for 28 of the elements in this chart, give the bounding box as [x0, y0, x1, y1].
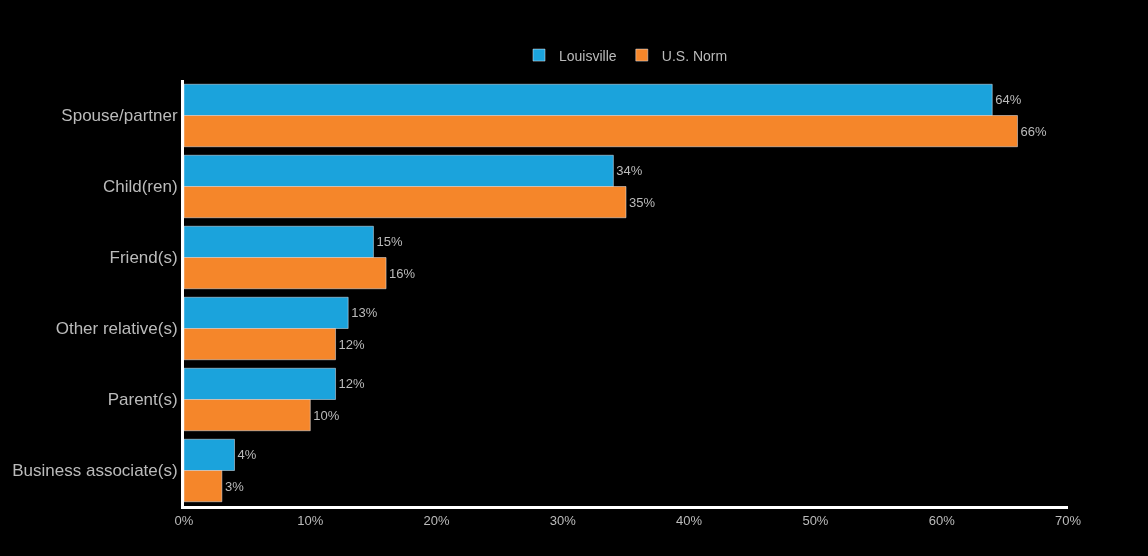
x-tick-label: 70%: [1054, 512, 1082, 528]
data-label: 35%: [629, 194, 656, 210]
data-label: 64%: [995, 92, 1022, 108]
y-tick-label: Parent(s): [107, 390, 178, 410]
data-label: 34%: [616, 163, 643, 179]
legend-label: Louisville: [559, 47, 617, 64]
x-tick-label: 20%: [423, 512, 451, 528]
data-label: 10%: [313, 407, 340, 423]
data-label: 3%: [224, 478, 245, 494]
x-tick-label: 40%: [676, 512, 703, 528]
data-label: 66%: [1020, 123, 1047, 139]
x-tick-label: 0%: [174, 512, 194, 528]
y-tick-label: Friend(s): [109, 248, 178, 268]
data-label: 16%: [389, 265, 416, 281]
data-label: 15%: [376, 234, 403, 250]
data-label: 12%: [338, 336, 365, 352]
data-label: 12%: [338, 376, 365, 392]
x-tick-label: 50%: [802, 512, 829, 528]
y-tick-label: Spouse/partner: [61, 106, 178, 126]
x-tick-label: 10%: [297, 512, 324, 528]
y-tick-label: Business associate(s): [12, 461, 178, 481]
y-tick-label: Other relative(s): [55, 319, 178, 339]
legend-label: U.S. Norm: [661, 47, 728, 64]
x-tick-label: 30%: [549, 512, 577, 528]
data-label: 13%: [351, 305, 378, 321]
y-tick-label: Child(ren): [102, 177, 178, 197]
data-label: 4%: [237, 447, 257, 463]
x-tick-label: 60%: [928, 512, 956, 528]
